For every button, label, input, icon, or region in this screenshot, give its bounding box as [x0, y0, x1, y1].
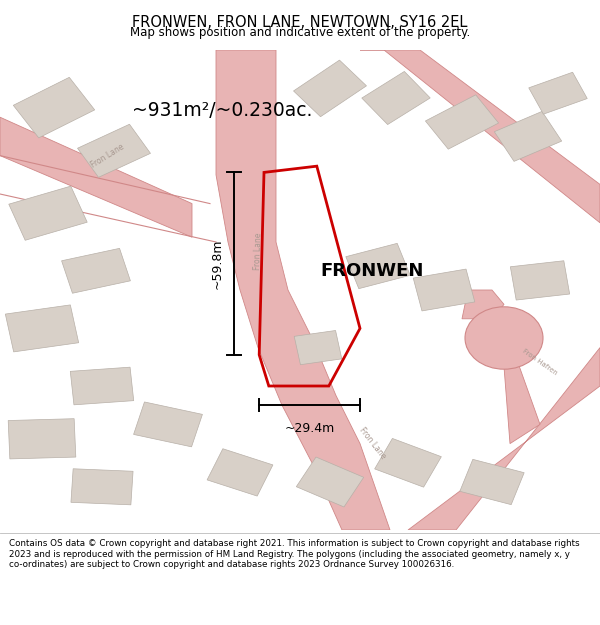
Polygon shape [134, 402, 202, 447]
Text: FRONWEN, FRON LANE, NEWTOWN, SY16 2EL: FRONWEN, FRON LANE, NEWTOWN, SY16 2EL [133, 15, 467, 30]
Text: Fron Lane: Fron Lane [90, 142, 126, 169]
Polygon shape [413, 269, 475, 311]
Polygon shape [362, 71, 430, 124]
Polygon shape [408, 348, 600, 530]
Polygon shape [5, 305, 79, 352]
Polygon shape [216, 50, 390, 530]
Text: Fron Lane: Fron Lane [357, 426, 387, 461]
Polygon shape [71, 469, 133, 505]
Circle shape [465, 307, 543, 369]
Polygon shape [511, 261, 569, 300]
Polygon shape [425, 95, 499, 149]
Polygon shape [360, 50, 600, 222]
Text: ~931m²/~0.230ac.: ~931m²/~0.230ac. [132, 101, 313, 119]
Polygon shape [346, 243, 410, 289]
Polygon shape [374, 439, 442, 487]
Text: ~59.8m: ~59.8m [211, 238, 224, 289]
Text: Contains OS data © Crown copyright and database right 2021. This information is : Contains OS data © Crown copyright and d… [9, 539, 580, 569]
Polygon shape [462, 290, 504, 319]
Polygon shape [504, 357, 540, 444]
Polygon shape [9, 186, 87, 240]
Text: Map shows position and indicative extent of the property.: Map shows position and indicative extent… [130, 26, 470, 39]
Polygon shape [77, 124, 151, 177]
Polygon shape [0, 118, 192, 238]
Polygon shape [296, 457, 364, 507]
Text: ~29.4m: ~29.4m [284, 422, 335, 435]
Polygon shape [494, 111, 562, 161]
Polygon shape [529, 72, 587, 114]
Polygon shape [70, 367, 134, 405]
Text: Fron Hafren: Fron Hafren [521, 348, 559, 376]
Polygon shape [294, 331, 342, 365]
Text: FRONWEN: FRONWEN [320, 262, 424, 280]
Polygon shape [13, 78, 95, 138]
Polygon shape [293, 60, 367, 117]
Polygon shape [207, 449, 273, 496]
Polygon shape [8, 419, 76, 459]
Polygon shape [62, 248, 130, 293]
Polygon shape [460, 459, 524, 504]
Text: Fron Lane: Fron Lane [253, 232, 263, 271]
